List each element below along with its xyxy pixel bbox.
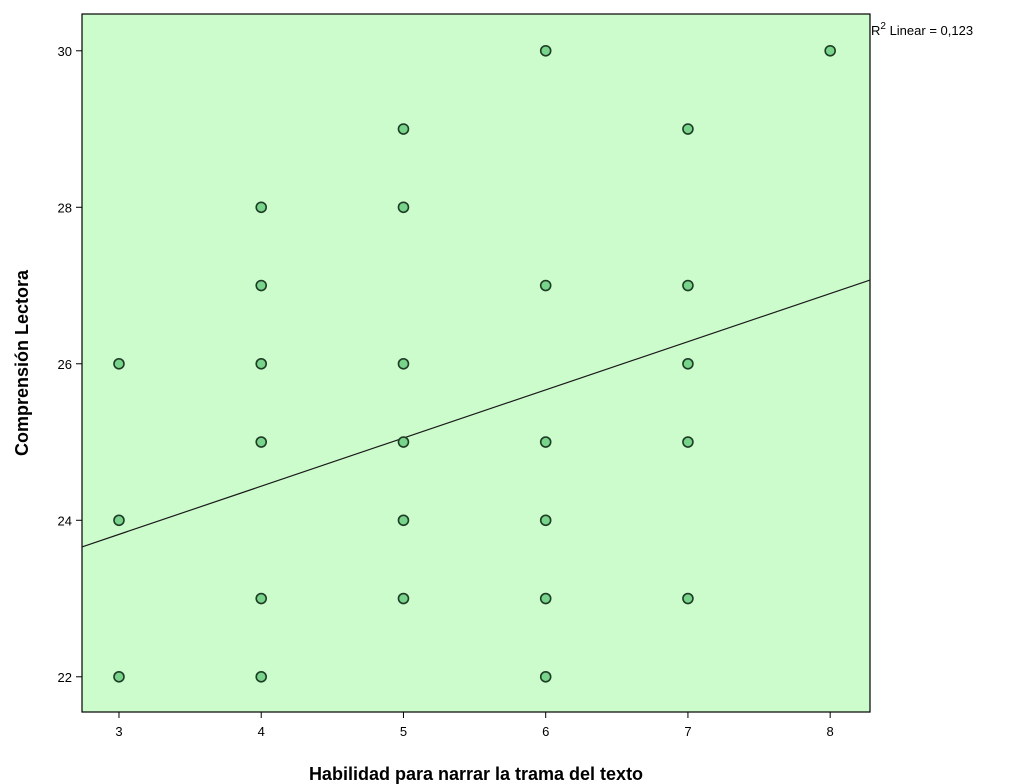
plot-area xyxy=(81,13,871,713)
data-point xyxy=(682,279,694,292)
data-point xyxy=(255,201,268,214)
y-tick-label: 30 xyxy=(58,44,72,59)
data-point xyxy=(682,592,694,605)
data-point xyxy=(539,279,552,292)
data-point xyxy=(397,514,410,527)
r2-prefix: R xyxy=(871,23,880,38)
data-point xyxy=(397,123,410,135)
data-point xyxy=(539,670,552,683)
data-point xyxy=(113,670,125,683)
y-tick-label: 28 xyxy=(58,200,72,215)
r2-superscript: 2 xyxy=(880,21,886,32)
data-point xyxy=(682,123,694,135)
x-tick-label: 8 xyxy=(827,724,834,739)
data-point xyxy=(255,592,268,605)
x-axis-title: Habilidad para narrar la trama del texto xyxy=(309,764,643,784)
data-point xyxy=(255,279,268,292)
y-tick-label: 22 xyxy=(58,670,72,685)
y-axis-title: Comprensión Lectora xyxy=(12,269,32,456)
x-tick-label: 7 xyxy=(684,724,691,739)
y-tick-label: 24 xyxy=(58,513,72,528)
x-tick-label: 4 xyxy=(258,724,265,739)
data-point xyxy=(397,592,410,605)
y-axis: 22 24 26 28 30 xyxy=(58,44,82,685)
data-point xyxy=(539,592,552,605)
regression-line xyxy=(81,279,871,548)
r2-value-text: Linear = 0,123 xyxy=(886,23,973,38)
data-point xyxy=(682,436,694,448)
data-point xyxy=(397,436,410,448)
x-tick-label: 5 xyxy=(400,724,407,739)
data-point xyxy=(824,44,836,57)
data-point xyxy=(397,357,410,370)
data-point xyxy=(113,357,125,370)
x-axis: 3 4 5 6 7 8 xyxy=(115,712,834,739)
x-tick-label: 3 xyxy=(115,724,122,739)
data-point xyxy=(255,357,268,370)
y-tick-label: 26 xyxy=(58,357,72,372)
data-point xyxy=(539,436,552,448)
data-point xyxy=(682,357,694,370)
data-point xyxy=(255,436,268,448)
data-point xyxy=(539,44,552,57)
data-point xyxy=(255,670,268,683)
data-point xyxy=(397,201,410,214)
data-point xyxy=(539,514,552,527)
r-squared-annotation: R2 Linear = 0,123 xyxy=(871,21,973,38)
x-tick-label: 6 xyxy=(542,724,549,739)
data-point xyxy=(113,514,125,527)
